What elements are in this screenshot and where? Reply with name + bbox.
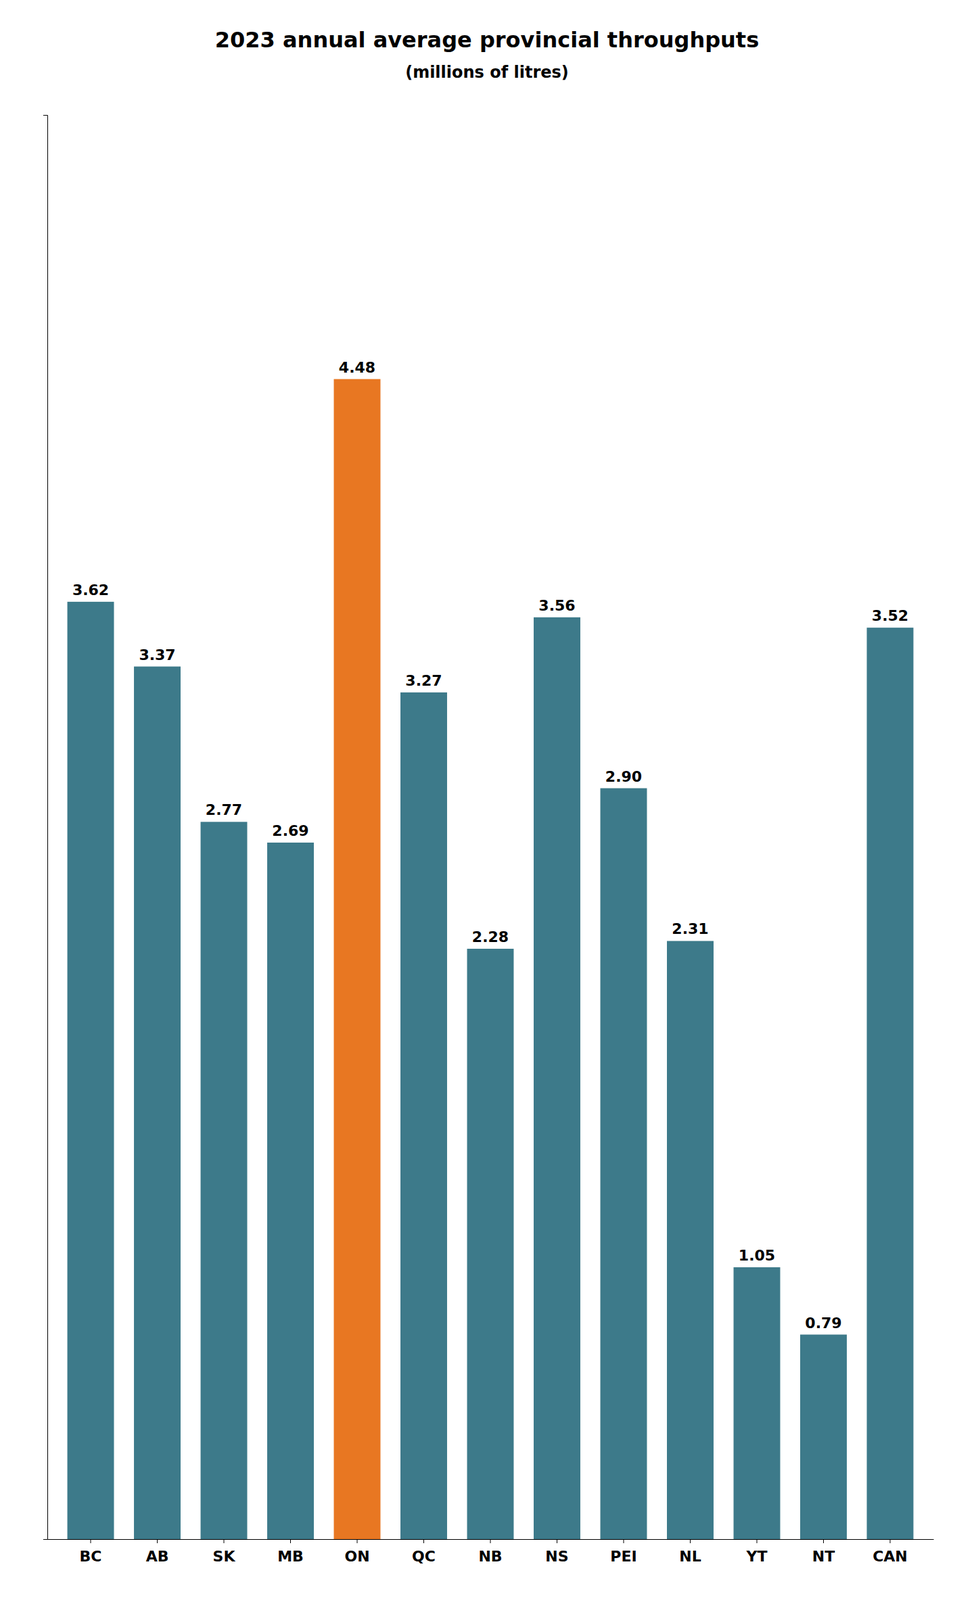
x-tick: SK xyxy=(213,1539,237,1566)
x-tick-label: BC xyxy=(79,1548,103,1566)
x-tick-mark xyxy=(490,1539,492,1544)
x-tick: NL xyxy=(679,1539,701,1566)
x-tick-label: NT xyxy=(812,1548,835,1566)
bar xyxy=(867,627,914,1540)
data-label: 3.27 xyxy=(405,672,442,690)
bar xyxy=(133,666,181,1540)
x-tick-mark xyxy=(622,1539,624,1544)
x-tick-mark xyxy=(90,1539,92,1544)
data-label: 4.48 xyxy=(338,359,376,377)
x-tick-mark xyxy=(290,1539,291,1544)
plot: 3.62 3.37 2.77 2.69 4.48 3.27 2.28 3.56 2.90 2.31… xyxy=(43,115,935,1566)
data-label: 3.62 xyxy=(72,581,109,599)
x-tick: CAN xyxy=(872,1539,908,1566)
data-label: 3.37 xyxy=(138,646,176,664)
x-tick-label: MB xyxy=(277,1548,304,1566)
x-tick: QC xyxy=(411,1539,436,1566)
x-tick-label: NS xyxy=(545,1548,569,1566)
data-label: 0.79 xyxy=(804,1314,842,1332)
x-tick-label: CAN xyxy=(872,1548,908,1566)
subtitle: (millions of litres) xyxy=(405,62,569,82)
x-tick-label: PEI xyxy=(610,1548,637,1566)
x-tick: NB xyxy=(478,1539,502,1566)
x-tick-mark xyxy=(756,1539,757,1544)
bar xyxy=(267,842,314,1540)
x-tick: AB xyxy=(146,1539,170,1566)
x-tick-mark xyxy=(689,1539,691,1544)
bar xyxy=(733,1267,781,1540)
data-label: 2.90 xyxy=(605,768,642,786)
x-tick-mark xyxy=(223,1539,225,1544)
data-label: 3.52 xyxy=(871,607,909,625)
x-tick: BC xyxy=(79,1539,103,1566)
bar xyxy=(666,940,714,1540)
data-label: 3.56 xyxy=(538,597,575,615)
x-tick: YT xyxy=(746,1539,768,1566)
bar xyxy=(200,821,248,1540)
x-axis: BC AB SK MB ON QC NB NS PEI NL YT NT CAN xyxy=(48,1539,935,1566)
x-tick-mark xyxy=(156,1539,158,1544)
x-tick-mark xyxy=(423,1539,425,1544)
y-axis xyxy=(43,115,49,1541)
bar xyxy=(600,788,648,1540)
x-tick-label: NL xyxy=(679,1548,701,1566)
x-tick-label: SK xyxy=(213,1548,237,1566)
data-label: 2.77 xyxy=(205,801,243,819)
bar xyxy=(400,692,448,1540)
title: 2023 annual average provincial throughpu… xyxy=(215,27,759,53)
x-tick-label: YT xyxy=(746,1548,768,1566)
x-tick-label: ON xyxy=(344,1548,370,1566)
data-label: 1.05 xyxy=(738,1247,776,1265)
x-tick-label: NB xyxy=(478,1548,502,1566)
bar xyxy=(467,948,515,1540)
x-tick: ON xyxy=(344,1539,370,1566)
chart: 2023 annual average provincial throughpu… xyxy=(0,0,974,1600)
bar xyxy=(800,1335,847,1540)
x-tick: NS xyxy=(545,1539,569,1566)
x-tick: MB xyxy=(277,1539,304,1566)
x-tick: NT xyxy=(812,1539,835,1566)
x-tick-mark xyxy=(357,1539,358,1544)
bars xyxy=(67,379,914,1540)
bar xyxy=(334,379,381,1540)
data-label: 2.28 xyxy=(472,928,509,946)
data-labels: 3.62 3.37 2.77 2.69 4.48 3.27 2.28 3.56 2.90 2.31… xyxy=(72,359,909,1332)
x-tick: PEI xyxy=(610,1539,637,1566)
x-tick-mark xyxy=(889,1539,891,1544)
x-tick-label: QC xyxy=(411,1548,436,1566)
x-tick-label: AB xyxy=(146,1548,170,1566)
bar xyxy=(67,601,115,1540)
data-label: 2.69 xyxy=(271,822,309,840)
bar xyxy=(533,617,581,1540)
x-tick-mark xyxy=(556,1539,558,1544)
x-tick-mark xyxy=(823,1539,824,1544)
data-label: 2.31 xyxy=(671,920,709,938)
y-axis-line xyxy=(43,115,49,1541)
